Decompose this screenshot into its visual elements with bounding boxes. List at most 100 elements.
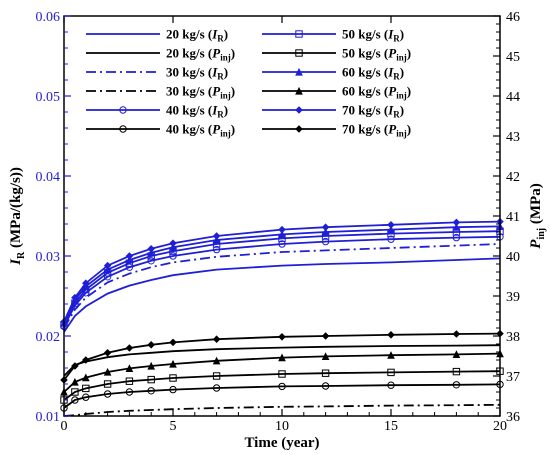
y-right-tick-label: 40 [506, 250, 520, 265]
legend-label: 20 kg/s (Pinj) [166, 46, 235, 63]
x-tick-label: 10 [275, 419, 289, 434]
series-line [63, 383, 501, 409]
data-point [71, 293, 79, 302]
data-point [82, 356, 90, 364]
data-point [71, 362, 79, 370]
data-point [103, 349, 112, 357]
legend-label-pre: 20 kg/s ( [166, 27, 212, 42]
series-3 [60, 227, 504, 329]
legend-entry: 50 kg/s (IR) [262, 27, 404, 44]
data-point [103, 261, 112, 270]
y-left-label-main: I [8, 258, 24, 266]
legend-marker [295, 86, 303, 95]
data-point [321, 352, 330, 361]
legend-label-post: ) [400, 103, 404, 118]
legend-label-pre: 60 kg/s ( [342, 65, 388, 80]
data-point [387, 368, 395, 377]
data-point [321, 223, 330, 231]
data-point [103, 367, 112, 376]
legend-label-post: ) [231, 122, 235, 137]
legend-label-main: I [387, 65, 394, 80]
y-right-tick-label: 44 [506, 90, 520, 105]
data-point [452, 223, 461, 231]
legend-label-post: ) [407, 84, 411, 99]
legend-label-sub: inj [220, 91, 231, 101]
legend-label-pre: 50 kg/s ( [342, 27, 388, 42]
y-right-label-unit: (MPa) [528, 183, 544, 228]
y-right-label-main: P [528, 239, 544, 249]
legend-label: 40 kg/s (Pinj) [166, 122, 235, 139]
legend-label: 60 kg/s (IR) [342, 65, 404, 82]
legend-label-post: ) [407, 122, 411, 137]
data-point [82, 279, 90, 287]
legend-label-pre: 30 kg/s ( [166, 84, 212, 99]
data-point [169, 359, 177, 368]
y-left-tick-label: 0.06 [36, 10, 61, 25]
data-point [169, 374, 177, 382]
data-point [125, 364, 134, 373]
legend-label-main: P [212, 122, 221, 137]
legend-label: 30 kg/s (Pinj) [166, 84, 235, 101]
data-point [212, 335, 221, 343]
legend-label-main: P [388, 122, 397, 137]
data-point [212, 232, 221, 240]
legend-label-main: I [211, 65, 218, 80]
legend-label: 30 kg/s (IR) [166, 65, 228, 82]
legend-label-sub: inj [396, 129, 407, 139]
x-tick-label: 0 [61, 419, 68, 434]
data-point [71, 377, 79, 386]
legend-label: 70 kg/s (Pinj) [342, 122, 411, 139]
legend-marker [295, 106, 303, 114]
data-point [147, 361, 156, 370]
legend-label-pre: 20 kg/s ( [166, 46, 212, 61]
legend-marker [295, 49, 303, 57]
legend-label: 50 kg/s (IR) [342, 27, 404, 44]
legend-label-main: P [388, 46, 397, 61]
data-point [103, 380, 112, 388]
data-point [278, 333, 286, 341]
y-left-axis: 0.01 0.02 0.03 0.04 0.05 0.06 [36, 10, 71, 425]
legend-label-pre: 50 kg/s ( [342, 46, 388, 61]
legend-label-sub: inj [396, 91, 407, 101]
data-point [82, 393, 90, 401]
y-right-tick-label: 42 [506, 170, 520, 185]
data-point [321, 382, 330, 390]
data-point [321, 237, 330, 246]
y-right-tick-label: 39 [506, 290, 520, 305]
series-8 [60, 380, 504, 412]
legend-entry: 20 kg/s (IR) [86, 27, 228, 44]
y-right-tick-label: 41 [506, 210, 520, 225]
data-point [147, 375, 155, 384]
legend-label-post: ) [400, 27, 404, 42]
legend-entry: 30 kg/s (IR) [86, 65, 228, 82]
legend-marker [295, 67, 303, 76]
series-11 [60, 329, 504, 384]
y-right-tick-label: 43 [506, 130, 520, 145]
legend-label-sub: R [393, 72, 400, 82]
series-line [63, 230, 501, 326]
data-point [212, 372, 221, 380]
x-tick-label: 20 [493, 419, 507, 434]
y-left-axis-label: IR (MPa/(kg/s)) [8, 167, 27, 266]
data-point [71, 396, 79, 404]
y-left-label-sub: R [16, 251, 27, 259]
legend-marker [295, 30, 303, 38]
legend-label-sub: R [393, 110, 400, 120]
legend-marker [295, 125, 303, 133]
data-point [147, 387, 155, 395]
legend-label-main: I [387, 27, 394, 42]
legend-label-main: I [211, 27, 218, 42]
data-point [212, 384, 221, 392]
legend-label-post: ) [224, 103, 228, 118]
data-point [452, 381, 461, 389]
y-right-tick-label: 36 [506, 410, 520, 425]
y-right-tick-label: 37 [506, 370, 520, 385]
y-left-tick-label: 0.01 [36, 410, 61, 425]
data-point [125, 255, 134, 264]
legend-marker [119, 125, 127, 133]
legend-label: 70 kg/s (IR) [342, 103, 404, 120]
x-tick-label: 15 [384, 419, 398, 434]
legend-entry: 30 kg/s (Pinj) [86, 84, 235, 101]
data-point [278, 370, 286, 378]
data-point [125, 388, 134, 396]
